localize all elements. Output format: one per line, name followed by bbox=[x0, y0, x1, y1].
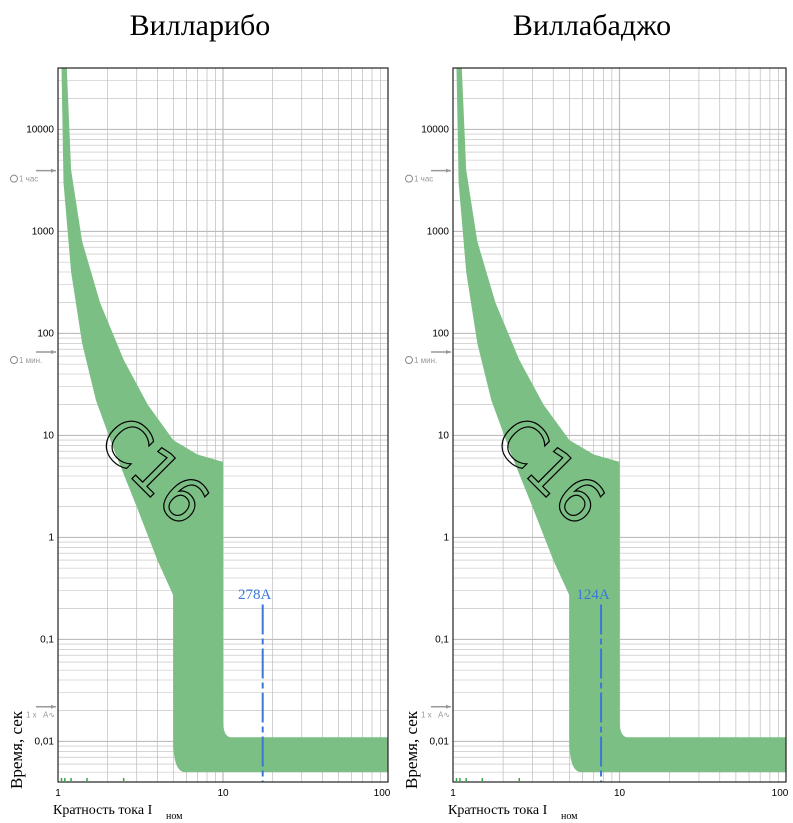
x-tick-label: 100 bbox=[772, 788, 789, 799]
y-tick-label: 10 bbox=[438, 430, 450, 441]
x-tick-label: 100 bbox=[374, 788, 391, 799]
arrow-head-icon bbox=[446, 168, 451, 173]
time-marker-label: 1 час bbox=[19, 175, 38, 184]
arrow-head-icon bbox=[446, 350, 451, 355]
annotation-label: 278A bbox=[238, 587, 272, 603]
x-tick-label: 1 bbox=[55, 788, 61, 799]
arrow-head-icon bbox=[51, 168, 56, 173]
time-marker-label: 1 мин. bbox=[414, 356, 437, 365]
y-axis-label: Время, сек bbox=[402, 710, 421, 789]
y-tick-label: 10000 bbox=[26, 124, 54, 135]
time-marker-label: 1 x bbox=[26, 711, 37, 720]
y-tick-label: 10000 bbox=[421, 124, 449, 135]
y-tick-label: 1 bbox=[443, 532, 449, 543]
y-tick-label: 0,1 bbox=[40, 634, 54, 645]
plot-border bbox=[452, 67, 787, 783]
ac-icon: A∿ bbox=[438, 711, 450, 720]
x-tick-label: 10 bbox=[217, 788, 229, 799]
chart-title: Виллабаджо bbox=[513, 9, 671, 42]
x-tick-label: 1 bbox=[450, 788, 456, 799]
y-axis-label: Время, сек bbox=[7, 710, 26, 789]
x-axis-label: Кратность тока I bbox=[53, 803, 153, 818]
arrow-head-icon bbox=[446, 704, 451, 709]
clock-icon bbox=[10, 356, 18, 365]
x-axis-label-subscript: ном bbox=[166, 811, 183, 822]
plot-border bbox=[57, 67, 389, 783]
trip-band-area bbox=[61, 68, 388, 773]
time-marker-label: 1 x bbox=[421, 711, 432, 720]
y-tick-label: 1000 bbox=[427, 226, 450, 237]
chart-title: Вилларибо bbox=[130, 9, 271, 42]
chart-panel-2: ВиллабаджоC16124A0,010,11101001000100001… bbox=[402, 9, 789, 822]
arrow-head-icon bbox=[51, 350, 56, 355]
y-tick-label: 0,01 bbox=[35, 736, 55, 747]
annotation-label: 124A bbox=[576, 587, 610, 603]
time-marker-label: 1 час bbox=[414, 175, 433, 184]
clock-icon bbox=[405, 356, 413, 365]
ac-icon: A∿ bbox=[43, 711, 55, 720]
y-tick-label: 100 bbox=[37, 328, 54, 339]
y-tick-label: 0,1 bbox=[435, 634, 449, 645]
clock-icon bbox=[10, 174, 18, 183]
x-tick-label: 10 bbox=[614, 788, 626, 799]
y-tick-label: 1000 bbox=[32, 226, 55, 237]
clock-icon bbox=[405, 174, 413, 183]
y-tick-label: 1 bbox=[48, 532, 54, 543]
y-tick-label: 100 bbox=[432, 328, 449, 339]
arrow-head-icon bbox=[51, 704, 56, 709]
y-tick-label: 0,01 bbox=[430, 736, 450, 747]
trip-band-area bbox=[456, 68, 786, 773]
time-marker-label: 1 мин. bbox=[19, 356, 42, 365]
y-tick-label: 10 bbox=[43, 430, 55, 441]
x-axis-label-subscript: ном bbox=[561, 811, 578, 822]
x-axis-label: Кратность тока I bbox=[448, 803, 548, 818]
